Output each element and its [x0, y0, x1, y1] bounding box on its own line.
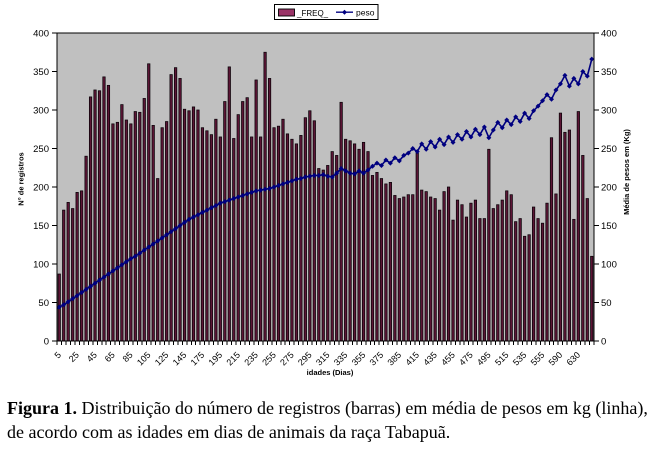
svg-text:145: 145 [171, 350, 189, 368]
svg-text:peso: peso [356, 8, 375, 18]
svg-text:150: 150 [33, 221, 49, 232]
svg-text:50: 50 [601, 298, 612, 309]
svg-text:250: 250 [601, 144, 617, 155]
svg-text:85: 85 [121, 350, 135, 364]
svg-text:0: 0 [44, 336, 49, 347]
svg-text:630: 630 [565, 350, 583, 368]
svg-text:335: 335 [332, 350, 350, 368]
svg-text:400: 400 [33, 28, 49, 39]
svg-text:355: 355 [350, 350, 368, 368]
svg-text:495: 495 [475, 350, 493, 368]
svg-text:200: 200 [33, 182, 49, 193]
svg-text:200: 200 [601, 182, 617, 193]
svg-text:100: 100 [33, 259, 49, 270]
svg-text:535: 535 [511, 350, 529, 368]
svg-text:45: 45 [85, 350, 99, 364]
svg-text:475: 475 [457, 350, 475, 368]
svg-text:100: 100 [601, 259, 617, 270]
svg-text:385: 385 [386, 350, 404, 368]
svg-text:295: 295 [296, 350, 314, 368]
svg-text:105: 105 [135, 350, 153, 368]
svg-text:215: 215 [224, 350, 242, 368]
svg-text:25: 25 [67, 350, 81, 364]
svg-text:435: 435 [421, 350, 439, 368]
svg-text:150: 150 [601, 221, 617, 232]
svg-text:_FREQ_: _FREQ_ [296, 9, 329, 18]
svg-text:0: 0 [601, 336, 606, 347]
svg-text:50: 50 [38, 298, 49, 309]
svg-text:350: 350 [33, 67, 49, 78]
svg-text:415: 415 [403, 350, 421, 368]
svg-text:Média de pesos em (Kg): Média de pesos em (Kg) [622, 129, 631, 215]
svg-text:555: 555 [529, 350, 547, 368]
svg-text:455: 455 [439, 350, 457, 368]
svg-text:175: 175 [189, 350, 207, 368]
svg-text:195: 195 [207, 350, 225, 368]
svg-text:375: 375 [368, 350, 386, 368]
svg-text:515: 515 [493, 350, 511, 368]
svg-text:idades (Dias): idades (Dias) [307, 368, 354, 377]
svg-text:5: 5 [52, 350, 63, 361]
svg-text:590: 590 [547, 350, 565, 368]
svg-text:400: 400 [601, 28, 617, 39]
svg-text:N° de registros: N° de registros [17, 152, 26, 205]
svg-text:275: 275 [278, 350, 296, 368]
svg-text:255: 255 [260, 350, 278, 368]
svg-text:315: 315 [314, 350, 332, 368]
svg-text:65: 65 [103, 350, 117, 364]
svg-text:300: 300 [33, 105, 49, 116]
svg-text:250: 250 [33, 144, 49, 155]
svg-text:300: 300 [601, 105, 617, 116]
svg-text:125: 125 [153, 350, 171, 368]
svg-text:350: 350 [601, 67, 617, 78]
svg-text:235: 235 [242, 350, 260, 368]
